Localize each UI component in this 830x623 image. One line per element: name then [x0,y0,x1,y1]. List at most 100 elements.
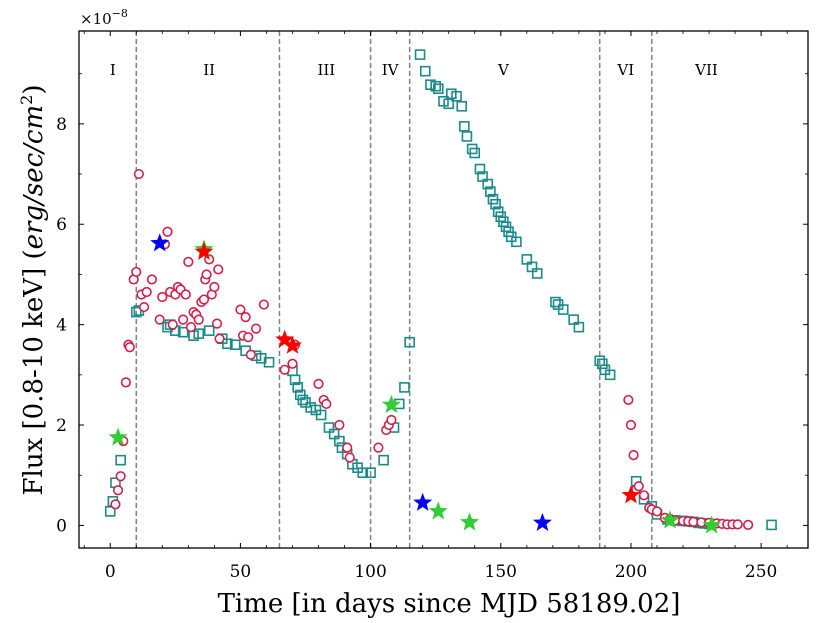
square-data-point [334,435,345,447]
square-data-point [766,519,777,531]
square-data-point [193,328,205,339]
green-star-data-point [381,394,401,414]
square-data-point [297,394,309,406]
circle-data-point [287,358,298,369]
green-star-data-point [460,512,480,531]
circle-data-point [321,398,332,410]
square-data-point [229,339,241,351]
x-tick-label: 250 [745,562,777,582]
y-tick-label: 4 [56,316,67,336]
red-star-data-point [621,485,641,504]
square-data-point [419,65,431,77]
plot-frame [78,30,809,549]
circle-data-point [120,377,131,388]
y-tick-label: 8 [56,115,67,135]
circle-data-point [201,269,212,280]
circle-data-point [334,419,345,431]
circle-data-point [141,286,152,298]
square-data-point [378,454,389,466]
circle-data-point [344,452,355,463]
x-axis-label: Time [in days since MJD 58189.02] [218,589,681,619]
circle-data-point [133,168,144,180]
circle-data-point [185,322,197,333]
circle-data-point [213,264,224,275]
square-data-point [511,236,522,248]
phase-label: VI [616,61,634,79]
square-data-point [474,163,486,175]
green-star-data-point [108,427,128,446]
circle-data-point [167,319,178,330]
square-data-point [550,296,561,308]
circle-data-point [373,442,384,453]
phase-label: IV [382,61,400,79]
y-axis-label: Flux [0.8-10 keV] (erg/sec/cm2) [17,85,49,496]
circle-data-point [198,294,210,305]
circle-data-point [743,519,754,531]
x-tick-label: 200 [615,562,647,582]
square-data-point [177,326,189,338]
y-tick-label: 0 [56,516,67,536]
phase-label: II [203,61,215,79]
x-tick-label: 0 [105,562,116,582]
circle-data-point [214,333,225,344]
circle-data-point [279,364,290,375]
blue-star-data-point [413,492,433,511]
circle-data-point [183,256,194,267]
blue-star-data-point [532,512,552,531]
square-data-point [292,382,304,393]
circle-data-point [180,289,191,300]
square-data-point [443,98,455,110]
square-data-point [459,121,470,132]
square-data-point [414,49,426,60]
square-data-point [222,338,233,350]
circle-data-point [732,519,743,530]
circle-data-point [110,499,121,510]
red-star-data-point [194,241,214,260]
data-points [104,49,777,534]
square-data-point [289,374,301,386]
square-data-point [557,304,569,315]
circle-data-point [633,481,644,492]
circle-data-point [250,323,262,334]
y-axis-multiplier: ×10−8 [80,7,128,28]
circle-data-point [178,314,189,325]
square-data-point [365,467,376,479]
phase-label: VII [694,61,718,79]
square-data-point [399,382,410,393]
circle-data-point [211,318,223,329]
circle-data-point [154,314,165,325]
square-data-point [604,369,616,381]
circle-data-point [245,349,256,360]
circle-data-point [313,378,324,389]
x-tick-label: 100 [354,562,386,582]
red-star-data-point [275,329,295,348]
circle-data-point [258,299,269,310]
square-data-point [451,90,462,102]
y-tick-label: 2 [56,416,67,436]
phase-boundary-lines [135,31,653,548]
circle-data-point [162,226,173,237]
circle-data-point [131,266,142,278]
square-data-point [485,186,496,197]
circle-data-point [146,274,157,285]
circle-data-point [209,281,220,293]
circle-data-point [193,314,204,325]
circle-data-point [628,450,639,461]
y-tick-label: 6 [56,215,67,235]
circle-data-point [386,414,397,426]
green-star-data-point [702,515,722,534]
square-data-point [531,268,543,279]
square-data-point [482,178,494,190]
square-data-point [469,147,481,159]
circle-data-point [651,506,663,517]
phase-label: I [110,61,116,79]
blue-star-data-point [150,233,170,252]
circle-data-point [623,394,634,406]
square-data-point [573,321,585,333]
circle-data-point [138,301,150,313]
green-star-data-point [660,510,680,529]
square-data-point [115,454,126,466]
circle-data-point [235,304,246,315]
